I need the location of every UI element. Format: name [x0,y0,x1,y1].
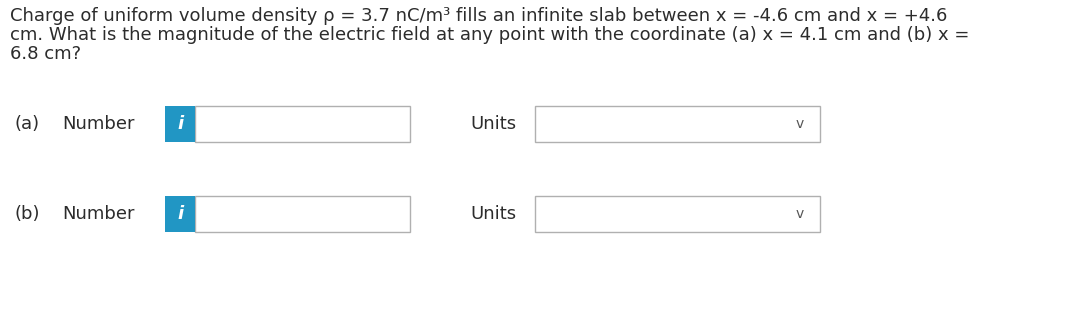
Text: 6.8 cm?: 6.8 cm? [10,45,81,63]
Text: Charge of uniform volume density ρ = 3.7 nC/m³ fills an infinite slab between x : Charge of uniform volume density ρ = 3.7… [10,7,947,25]
Text: v: v [796,207,804,221]
FancyBboxPatch shape [195,196,411,232]
Text: (b): (b) [15,205,40,223]
FancyBboxPatch shape [535,106,820,142]
FancyBboxPatch shape [195,106,411,142]
Text: Units: Units [470,115,516,133]
Text: Units: Units [470,205,516,223]
Text: i: i [177,205,184,223]
FancyBboxPatch shape [535,196,820,232]
Text: Number: Number [62,115,135,133]
Text: cm. What is the magnitude of the electric field at any point with the coordinate: cm. What is the magnitude of the electri… [10,26,970,44]
Text: (a): (a) [15,115,40,133]
Text: Number: Number [62,205,135,223]
Text: i: i [177,115,184,133]
Text: v: v [796,117,804,131]
FancyBboxPatch shape [165,106,195,142]
FancyBboxPatch shape [165,196,195,232]
